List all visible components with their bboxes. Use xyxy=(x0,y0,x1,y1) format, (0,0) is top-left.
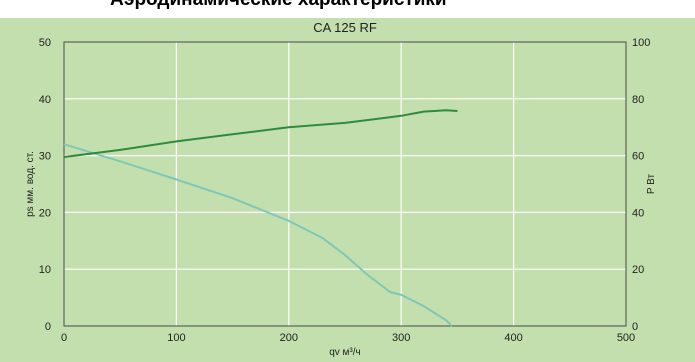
plot-frame xyxy=(63,41,627,327)
power-curve xyxy=(63,109,458,158)
y2-tick-label: 0 xyxy=(632,321,638,333)
y2-tick-label: 40 xyxy=(632,207,644,219)
y-ticks: 0 10 20 30 40 50 xyxy=(39,37,51,333)
page-heading-text: Аэродинамические характеристики xyxy=(110,0,447,11)
y2-tick-label: 20 xyxy=(632,264,644,276)
y-tick-label: 40 xyxy=(39,94,51,106)
y2-tick-label: 80 xyxy=(632,94,644,106)
y2-ticks: 0 20 40 60 80 100 xyxy=(632,37,650,333)
chart-title: CA 125 RF xyxy=(313,20,377,35)
y-tick-label: 20 xyxy=(39,207,51,219)
y-tick-label: 50 xyxy=(39,37,51,49)
page-heading: Аэродинамические характеристики xyxy=(0,0,695,18)
chart-panel xyxy=(0,18,695,362)
x-tick-label: 400 xyxy=(504,332,522,344)
y-axis-label: ps мм. вод. ст. xyxy=(25,151,36,217)
x-tick-label: 100 xyxy=(167,332,185,344)
x-tick-label: 500 xyxy=(617,332,635,344)
x-tick-label: 0 xyxy=(61,332,67,344)
y-tick-label: 0 xyxy=(45,321,51,333)
y-tick-label: 30 xyxy=(39,151,51,163)
pressure-curve xyxy=(63,143,453,327)
y2-axis-label: P Вт xyxy=(646,173,657,194)
x-tick-label: 300 xyxy=(392,332,410,344)
x-ticks: 0 100 200 300 400 500 xyxy=(61,332,635,344)
grid xyxy=(64,42,626,326)
x-tick-label: 200 xyxy=(280,332,298,344)
y2-tick-label: 100 xyxy=(632,37,650,49)
y2-tick-label: 60 xyxy=(632,151,644,163)
x-axis-label: qv м³/ч xyxy=(329,347,361,358)
y-tick-label: 10 xyxy=(39,264,51,276)
